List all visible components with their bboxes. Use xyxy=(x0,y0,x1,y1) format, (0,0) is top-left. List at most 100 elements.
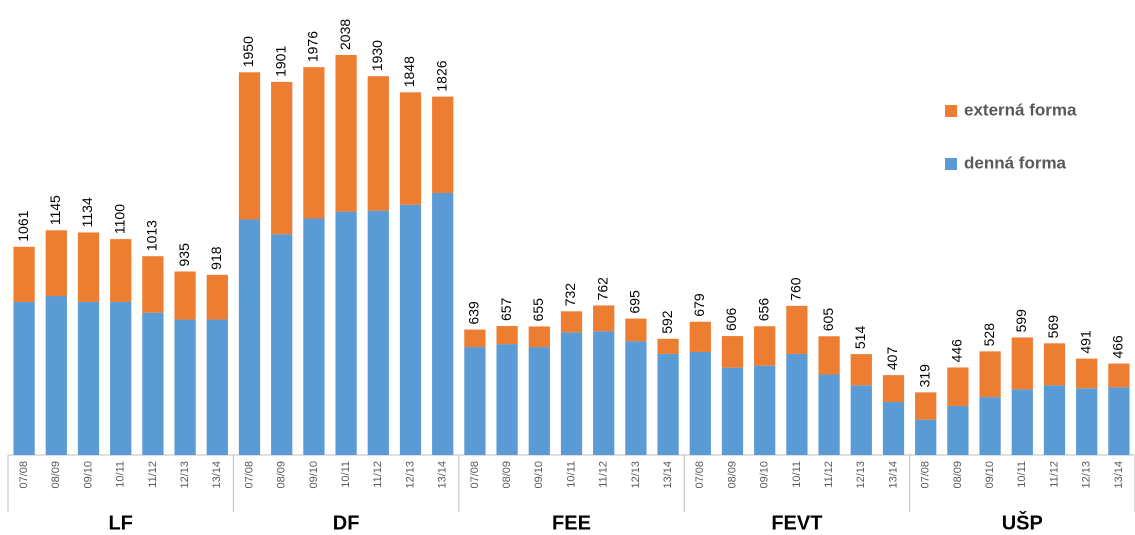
bar-segment xyxy=(367,210,389,455)
x-tick-label: 12/13 xyxy=(1081,461,1093,489)
total-label: 407 xyxy=(884,347,900,371)
total-label: 592 xyxy=(659,310,675,334)
bar-segment xyxy=(528,347,550,455)
x-tick-label: 10/11 xyxy=(791,461,803,488)
bar-segment xyxy=(786,353,808,455)
bar-segment xyxy=(947,405,969,455)
x-tick-label: 09/10 xyxy=(984,461,996,489)
bar-segment xyxy=(45,296,67,455)
group-label: FEE xyxy=(552,512,591,534)
total-label: 1100 xyxy=(111,204,127,234)
x-tick-label: 08/09 xyxy=(952,461,964,489)
legend-label: externá forma xyxy=(964,100,1077,119)
bar-segment xyxy=(1076,388,1098,455)
bar-segment xyxy=(882,375,905,403)
bar-segment xyxy=(464,329,486,348)
bar-segment xyxy=(1108,387,1130,455)
group-label: FEVT xyxy=(771,512,822,534)
bar-segment xyxy=(206,274,228,320)
x-tick-label: 11/12 xyxy=(147,461,159,488)
bar-segment xyxy=(1011,337,1033,390)
total-label: 762 xyxy=(594,277,610,301)
total-label: 1976 xyxy=(305,31,321,62)
bar-segment xyxy=(850,354,872,386)
bar-segment xyxy=(625,318,647,342)
legend-swatch xyxy=(945,105,957,117)
x-tick-label: 08/09 xyxy=(501,461,513,489)
x-tick-label: 09/10 xyxy=(533,461,545,489)
bar-segment xyxy=(174,319,196,455)
bar-segment xyxy=(915,419,937,455)
x-tick-label: 13/14 xyxy=(211,461,223,489)
total-label: 657 xyxy=(498,297,514,321)
bar-segment xyxy=(367,76,389,211)
legend-swatch xyxy=(945,158,957,170)
bar-segment xyxy=(303,67,325,219)
bar-segment xyxy=(721,367,744,455)
x-tick-label: 07/08 xyxy=(469,461,481,489)
legend-label: denná forma xyxy=(964,153,1067,172)
x-tick-label: 08/09 xyxy=(276,461,288,489)
bar-segment xyxy=(979,397,1001,455)
bar-segment xyxy=(77,232,100,302)
bar-segment xyxy=(754,365,776,455)
total-label: 1950 xyxy=(240,36,256,67)
total-label: 639 xyxy=(466,301,482,325)
total-label: 319 xyxy=(916,364,932,388)
bar-segment xyxy=(593,331,615,455)
x-tick-label: 07/08 xyxy=(694,461,706,489)
bar-segment xyxy=(1043,343,1066,386)
bar-segment xyxy=(560,311,583,333)
bar-segment xyxy=(754,326,776,366)
total-label: 514 xyxy=(852,326,868,350)
total-label: 491 xyxy=(1077,330,1093,354)
total-label: 918 xyxy=(208,246,224,270)
bar-segment xyxy=(464,347,486,455)
x-tick-label: 10/11 xyxy=(1016,461,1028,488)
bar-segment xyxy=(110,239,132,302)
group-label: LF xyxy=(108,512,132,534)
bar-segment xyxy=(142,312,164,455)
total-label: 679 xyxy=(691,293,707,317)
total-label: 760 xyxy=(788,277,804,301)
bar-segment xyxy=(1011,389,1033,455)
bar-segment xyxy=(1076,358,1098,389)
bar-segment xyxy=(915,392,937,420)
x-tick-label: 08/09 xyxy=(726,461,738,489)
total-label: 1013 xyxy=(144,220,160,251)
bar-segment xyxy=(432,192,454,456)
x-tick-label: 10/11 xyxy=(340,461,352,488)
total-label: 528 xyxy=(981,323,997,347)
x-tick-label: 10/11 xyxy=(115,461,127,488)
bar-segment xyxy=(979,351,1001,398)
x-tick-label: 11/12 xyxy=(372,461,384,488)
bar-segment xyxy=(13,246,35,302)
total-label: 606 xyxy=(723,307,739,331)
x-tick-label: 13/14 xyxy=(662,461,674,489)
bar-segment xyxy=(238,72,261,220)
bar-segment xyxy=(818,336,840,375)
bar-segment xyxy=(174,271,196,320)
bar-segment xyxy=(303,218,325,455)
x-tick-label: 13/14 xyxy=(437,461,449,489)
total-label: 2038 xyxy=(337,19,353,50)
bar-segment xyxy=(657,338,679,354)
bar-segment xyxy=(560,332,583,455)
bar-segment xyxy=(335,55,357,212)
bar-segment xyxy=(335,211,357,455)
x-tick-label: 12/13 xyxy=(404,461,416,489)
total-label: 1134 xyxy=(79,197,95,227)
total-label: 446 xyxy=(949,339,965,363)
bar-segment xyxy=(206,319,228,455)
x-tick-label: 12/13 xyxy=(630,461,642,489)
x-tick-label: 09/10 xyxy=(82,461,94,489)
bar-segment xyxy=(496,344,518,455)
bar-segment xyxy=(271,81,293,235)
bar-segment xyxy=(1108,363,1130,388)
bar-segment xyxy=(528,326,550,348)
total-label: 1901 xyxy=(272,46,288,77)
bar-segment xyxy=(689,351,711,455)
total-label: 569 xyxy=(1045,315,1061,339)
bar-segment xyxy=(399,204,422,455)
